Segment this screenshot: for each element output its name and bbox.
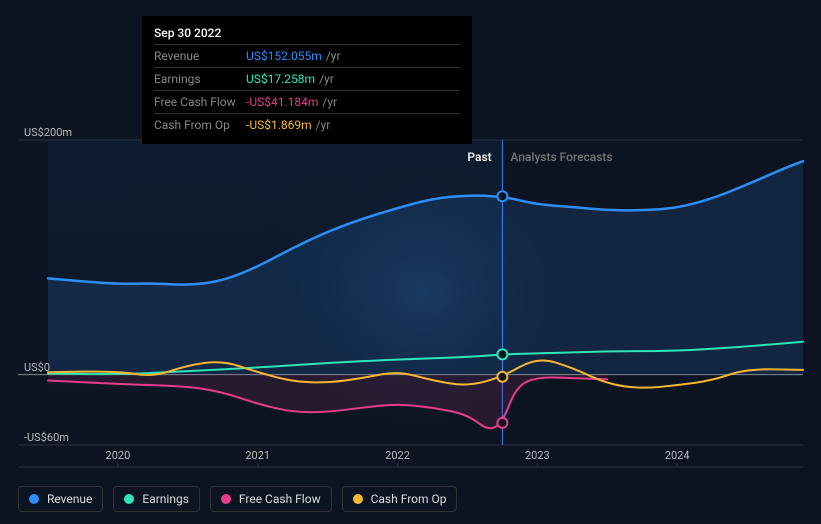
tooltip-row: EarningsUS$17.258m/yr <box>154 67 460 90</box>
tooltip-row-label: Revenue <box>154 47 246 65</box>
section-label-forecast: Analysts Forecasts <box>510 150 612 164</box>
legend-item-label: Free Cash Flow <box>239 492 321 506</box>
tooltip-row-label: Cash From Op <box>154 116 246 134</box>
y-axis-tick-label: US$0 <box>24 361 50 374</box>
x-axis-tick-label: 2024 <box>665 449 690 462</box>
tooltip-row-value: US$152.055m <box>246 47 322 65</box>
legend-item-label: Earnings <box>142 492 189 506</box>
legend-swatch-icon <box>221 494 231 504</box>
chart-legend: Revenue Earnings Free Cash Flow Cash From O… <box>18 486 457 512</box>
legend-swatch-icon <box>29 494 39 504</box>
tooltip-row-unit: /yr <box>316 116 331 134</box>
tooltip-row: Free Cash Flow-US$41.184m/yr <box>154 90 460 113</box>
legend-item-free-cash-flow[interactable]: Free Cash Flow <box>210 486 332 512</box>
legend-swatch-icon <box>353 494 363 504</box>
legend-item-revenue[interactable]: Revenue <box>18 486 103 512</box>
x-axis-tick-label: 2020 <box>106 449 131 462</box>
y-axis-tick-label: US$200m <box>24 126 72 139</box>
legend-swatch-icon <box>124 494 134 504</box>
x-axis-tick-label: 2022 <box>385 449 410 462</box>
tooltip-row-value: US$17.258m <box>246 70 315 88</box>
tooltip-row: RevenueUS$152.055m/yr <box>154 44 460 67</box>
tooltip-date: Sep 30 2022 <box>154 24 460 44</box>
tooltip-row-label: Earnings <box>154 70 246 88</box>
legend-item-cash-from-op[interactable]: Cash From Op <box>342 486 458 512</box>
tooltip-row-label: Free Cash Flow <box>154 93 246 111</box>
tooltip-row: Cash From Op-US$1.869m/yr <box>154 113 460 136</box>
x-axis-tick-label: 2021 <box>245 449 270 462</box>
legend-item-label: Revenue <box>47 492 92 506</box>
tooltip-row-unit: /yr <box>319 70 334 88</box>
x-axis-tick-label: 2023 <box>525 449 550 462</box>
tooltip-row-unit: /yr <box>326 47 341 65</box>
tooltip-row-unit: /yr <box>322 93 337 111</box>
tooltip-row-value: -US$1.869m <box>246 116 312 134</box>
legend-item-label: Cash From Op <box>371 492 447 506</box>
chart-tooltip: Sep 30 2022 RevenueUS$152.055m/yrEarning… <box>142 16 472 144</box>
tooltip-row-value: -US$41.184m <box>246 93 318 111</box>
section-label-past: Past <box>467 150 491 164</box>
legend-item-earnings[interactable]: Earnings <box>113 486 200 512</box>
y-axis-tick-label: -US$60m <box>24 431 69 444</box>
